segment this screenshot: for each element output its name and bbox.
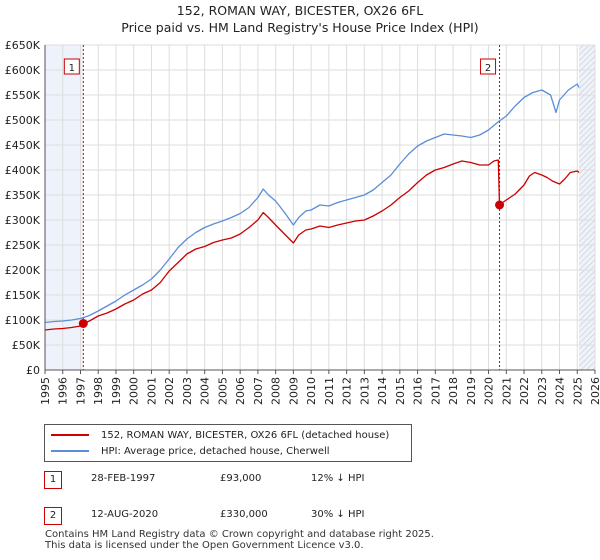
y-tick-label: £550K [5,89,41,102]
y-tick-label: £0 [26,364,40,377]
y-tick-label: £50K [12,339,41,352]
x-tick-label: 2001 [145,377,158,405]
x-tick-label: 2007 [252,377,265,405]
x-tick-label: 2000 [128,377,141,405]
x-tick-label: 1995 [39,377,52,405]
footer: Contains HM Land Registry data © Crown c… [45,529,434,551]
x-tick-label: 2006 [234,377,247,405]
x-tick-label: 2018 [447,377,460,405]
sale-date: 28-FEB-1997 [91,473,156,484]
chart-subtitle: Price paid vs. HM Land Registry's House … [121,20,479,35]
sale-price: £93,000 [220,473,262,484]
y-tick-label: £400K [5,164,41,177]
y-tick-label: £450K [5,139,41,152]
x-tick-label: 2014 [376,377,389,405]
legend-item-hpi: HPI: Average price, detached house, Cher… [51,444,330,458]
sale-price: £330,000 [220,509,268,520]
x-tick-label: 2015 [394,377,407,405]
legend-label-property: 152, ROMAN WAY, BICESTER, OX26 6FL (deta… [101,429,390,441]
x-tick-label: 2021 [500,377,513,405]
sale-annotation-box [480,58,497,75]
sale-number-badge: 2 [44,507,62,525]
series-line [44,159,580,331]
x-tick-label: 2003 [181,377,194,405]
sale-row: 2 12-AUG-2020 £330,000 30% ↓ HPI [44,507,444,525]
chart-title: 152, ROMAN WAY, BICESTER, OX26 6FL [176,3,424,18]
sale-annotation-box [63,58,80,75]
x-tick-label: 2026 [589,377,600,405]
legend: 152, ROMAN WAY, BICESTER, OX26 6FL (deta… [44,424,412,462]
x-tick-label: 1997 [74,377,87,405]
x-tick-label: 2010 [305,377,318,405]
sale-date: 12-AUG-2020 [91,509,159,520]
y-tick-label: £250K [5,239,41,252]
y-tick-label: £350K [5,189,41,202]
x-tick-label: 2020 [483,377,496,405]
sale-hpi-delta: 30% ↓ HPI [311,509,365,520]
sale-number-badge: 1 [44,471,62,489]
x-tick-label: 2024 [554,377,567,405]
x-tick-label: 2005 [216,377,229,405]
series-line [44,83,580,324]
plot-background [45,45,595,370]
x-tick-label: 1996 [57,377,70,405]
sale-row: 1 28-FEB-1997 £93,000 12% ↓ HPI [44,471,444,489]
x-tick-label: 2025 [571,377,584,405]
x-tick-label: 2017 [429,377,442,405]
footer-copyright: Contains HM Land Registry data © Crown c… [45,529,434,540]
x-tick-label: 2016 [412,377,425,405]
x-tick-label: 2009 [287,377,300,405]
sale-annotation-label: 2 [485,63,491,74]
x-tick-label: 2004 [199,377,212,405]
x-tick-label: 2008 [270,377,283,405]
legend-item-property: 152, ROMAN WAY, BICESTER, OX26 6FL (deta… [51,428,389,442]
y-tick-label: £600K [5,64,41,77]
x-tick-label: 2012 [341,377,354,405]
x-tick-label: 2011 [323,377,336,405]
y-tick-label: £650K [5,39,41,52]
y-tick-label: £100K [5,314,41,327]
x-tick-label: 2013 [358,377,371,405]
x-tick-label: 1999 [110,377,123,405]
forecast-hatch [579,45,595,370]
x-tick-label: 1998 [92,377,105,405]
x-tick-label: 2019 [465,377,478,405]
x-tick-label: 2002 [163,377,176,405]
sale-annotation-label: 1 [69,63,75,74]
y-tick-label: £300K [5,214,41,227]
legend-swatch-property [51,434,89,436]
y-tick-label: £150K [5,289,41,302]
sale-point [495,200,505,210]
y-tick-label: £500K [5,114,41,127]
legend-swatch-hpi [51,450,89,452]
footer-licence: This data is licensed under the Open Gov… [45,539,364,551]
x-tick-label: 2022 [518,377,531,405]
legend-label-hpi: HPI: Average price, detached house, Cher… [101,445,330,457]
sale-hpi-delta: 12% ↓ HPI [311,473,365,484]
shaded-region [45,45,84,370]
sale-point [78,319,88,328]
chart: £0 £50K £100K £150K £200K £250K £300K £350K £400… [5,39,600,405]
y-tick-label: £200K [5,264,41,277]
x-tick-label: 2023 [536,377,549,405]
